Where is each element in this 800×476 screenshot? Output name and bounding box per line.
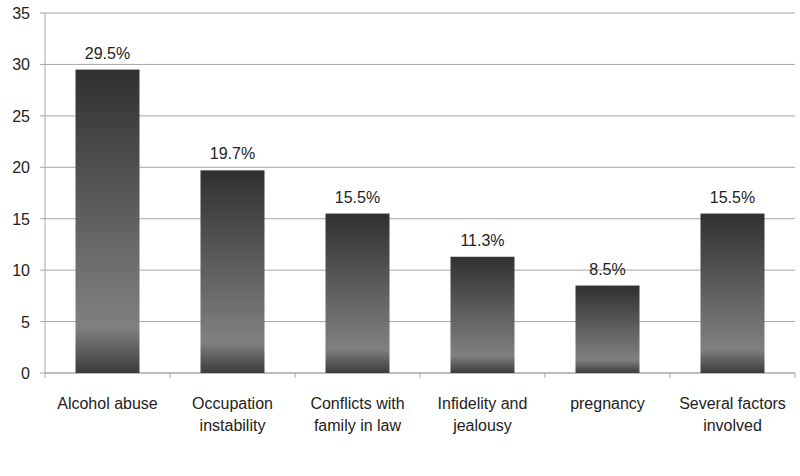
x-tick xyxy=(420,373,421,378)
x-tick xyxy=(45,373,46,378)
bar xyxy=(701,214,765,373)
y-tick xyxy=(40,321,45,322)
y-tick-label: 30 xyxy=(12,56,30,73)
bar xyxy=(326,214,390,373)
y-tick-label: 10 xyxy=(12,262,30,279)
x-tick xyxy=(795,373,796,378)
y-tick xyxy=(40,64,45,65)
grid-line xyxy=(45,218,795,219)
x-tick-label: Infidelity andjealousy xyxy=(438,395,528,434)
bar xyxy=(201,170,265,373)
x-tick-label: Conflicts withfamily in law xyxy=(310,395,404,434)
grid-line xyxy=(45,64,795,65)
x-tick-label: Several factorsinvolved xyxy=(679,395,786,434)
bar xyxy=(576,286,640,373)
grid-line xyxy=(45,13,795,14)
bars xyxy=(76,70,765,373)
y-tick-label: 20 xyxy=(12,159,30,176)
grid-line xyxy=(45,321,795,322)
grid-line xyxy=(45,115,795,116)
data-label: 15.5% xyxy=(335,189,380,206)
data-label: 29.5% xyxy=(85,45,130,62)
bar xyxy=(451,257,515,373)
y-axis xyxy=(45,13,46,373)
chart-svg: 0 5 10 15 20 25 30 35 29.5% Alcohol abuse 19.7% Occ… xyxy=(0,0,800,476)
y-tick xyxy=(40,270,45,271)
x-tick-label: Alcohol abuse xyxy=(57,395,158,412)
y-tick xyxy=(40,218,45,219)
x-tick xyxy=(295,373,296,378)
y-tick xyxy=(40,167,45,168)
bar xyxy=(76,70,140,373)
grid-line xyxy=(45,270,795,271)
chart-container: 0 5 10 15 20 25 30 35 29.5% Alcohol abuse 19.7% Occ… xyxy=(0,0,800,476)
y-tick xyxy=(40,373,45,374)
y-tick xyxy=(40,13,45,14)
labels: 29.5% Alcohol abuse 19.7% Occupationinstabi… xyxy=(57,45,786,434)
x-tick xyxy=(170,373,171,378)
data-label: 19.7% xyxy=(210,145,255,162)
data-label: 15.5% xyxy=(710,189,755,206)
y-tick-label: 15 xyxy=(12,211,30,228)
x-tick-label: pregnancy xyxy=(570,395,645,412)
x-tick xyxy=(545,373,546,378)
grid-line xyxy=(45,167,795,168)
y-tick-label: 0 xyxy=(21,365,30,382)
x-tick-label: Occupationinstability xyxy=(192,395,273,434)
data-label: 8.5% xyxy=(589,261,625,278)
y-tick-label: 5 xyxy=(21,314,30,331)
y-tick xyxy=(40,115,45,116)
y-tick-label: 25 xyxy=(12,108,30,125)
grid xyxy=(40,13,795,373)
data-label: 11.3% xyxy=(460,232,504,249)
y-tick-label: 35 xyxy=(12,5,30,22)
x-tick xyxy=(670,373,671,378)
